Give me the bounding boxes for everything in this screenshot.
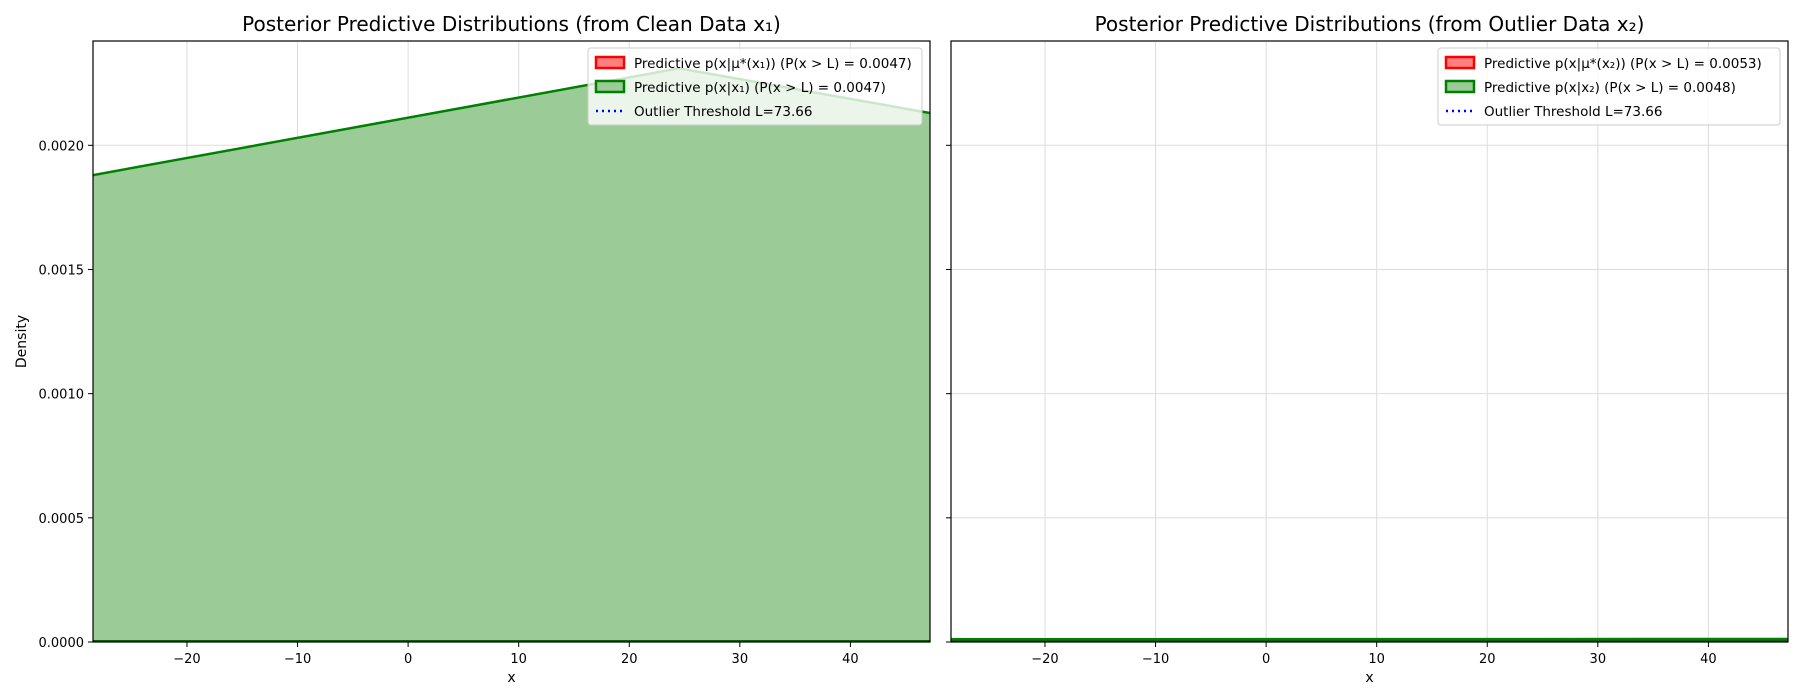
- legend-swatch: [594, 55, 626, 70]
- x-tick-label: 30: [1590, 652, 1607, 667]
- axes-frame: [92, 40, 931, 643]
- y-tick-label: 0.0010: [39, 388, 85, 403]
- axes-frame: [950, 40, 1789, 643]
- legend: Predictive p(x|μ*(x₁)) (P(x > L) = 0.004…: [587, 47, 923, 126]
- x-tick-label: −20: [1031, 652, 1058, 667]
- right-chart-panel: −20 −10 0 10 20 30 40 Posterior Predictive Dist…: [946, 12, 1789, 686]
- legend-entry-label: Predictive p(x|μ*(x₂)) (P(x > L) = 0.005…: [1484, 56, 1762, 72]
- left-chart-panel: −20 −10 0 10 20 30 40 0.0000 0.0005 0.0010 0.0015 0…: [14, 12, 931, 686]
- legend-swatch: [594, 79, 626, 94]
- x-tick-label: 20: [1479, 652, 1496, 667]
- legend-entry-label: Outlier Threshold L=73.66: [1484, 104, 1662, 120]
- y-tick-label: 0.0015: [39, 263, 85, 278]
- legend-swatch: [1444, 55, 1476, 70]
- x-tick-label: 30: [732, 652, 749, 667]
- series-1-area: [93, 68, 930, 642]
- legend-box: [1437, 47, 1781, 126]
- x-tick-label: 0: [404, 652, 412, 667]
- legend-entry-label: Predictive p(x|x₁) (P(x > L) = 0.0047): [634, 80, 886, 96]
- legend-entry-label: Outlier Threshold L=73.66: [634, 104, 812, 120]
- chart-title: Posterior Predictive Distributions (from…: [1095, 12, 1645, 36]
- x-tick-label: 20: [621, 652, 638, 667]
- x-tick-label: −10: [1142, 652, 1169, 667]
- legend-swatch: [1444, 79, 1476, 94]
- x-tick-label: −10: [284, 652, 311, 667]
- x-axis-label: x: [507, 670, 515, 686]
- y-tick-label: 0.0020: [39, 139, 85, 154]
- y-axis-label: Density: [14, 315, 30, 368]
- chart-title: Posterior Predictive Distributions (from…: [242, 12, 781, 36]
- legend-entry-label: Predictive p(x|μ*(x₁)) (P(x > L) = 0.004…: [634, 56, 912, 72]
- plot-area: [93, 67, 930, 642]
- y-tick-label: 0.0000: [39, 636, 85, 651]
- y-tick-label: 0.0005: [39, 512, 85, 527]
- x-tick-label: 10: [1368, 652, 1385, 667]
- plot-area: [951, 637, 1788, 642]
- legend-entry-label: Predictive p(x|x₂) (P(x > L) = 0.0048): [1484, 80, 1736, 96]
- x-axis-label: x: [1365, 670, 1373, 686]
- x-tick-label: 0: [1262, 652, 1270, 667]
- x-tick-label: 40: [842, 652, 859, 667]
- x-tick-label: −20: [173, 652, 200, 667]
- legend-box: [587, 47, 923, 126]
- x-tick-label: 10: [510, 652, 527, 667]
- x-tick-label: 40: [1700, 652, 1717, 667]
- legend: Predictive p(x|μ*(x₂)) (P(x > L) = 0.005…: [1437, 47, 1781, 126]
